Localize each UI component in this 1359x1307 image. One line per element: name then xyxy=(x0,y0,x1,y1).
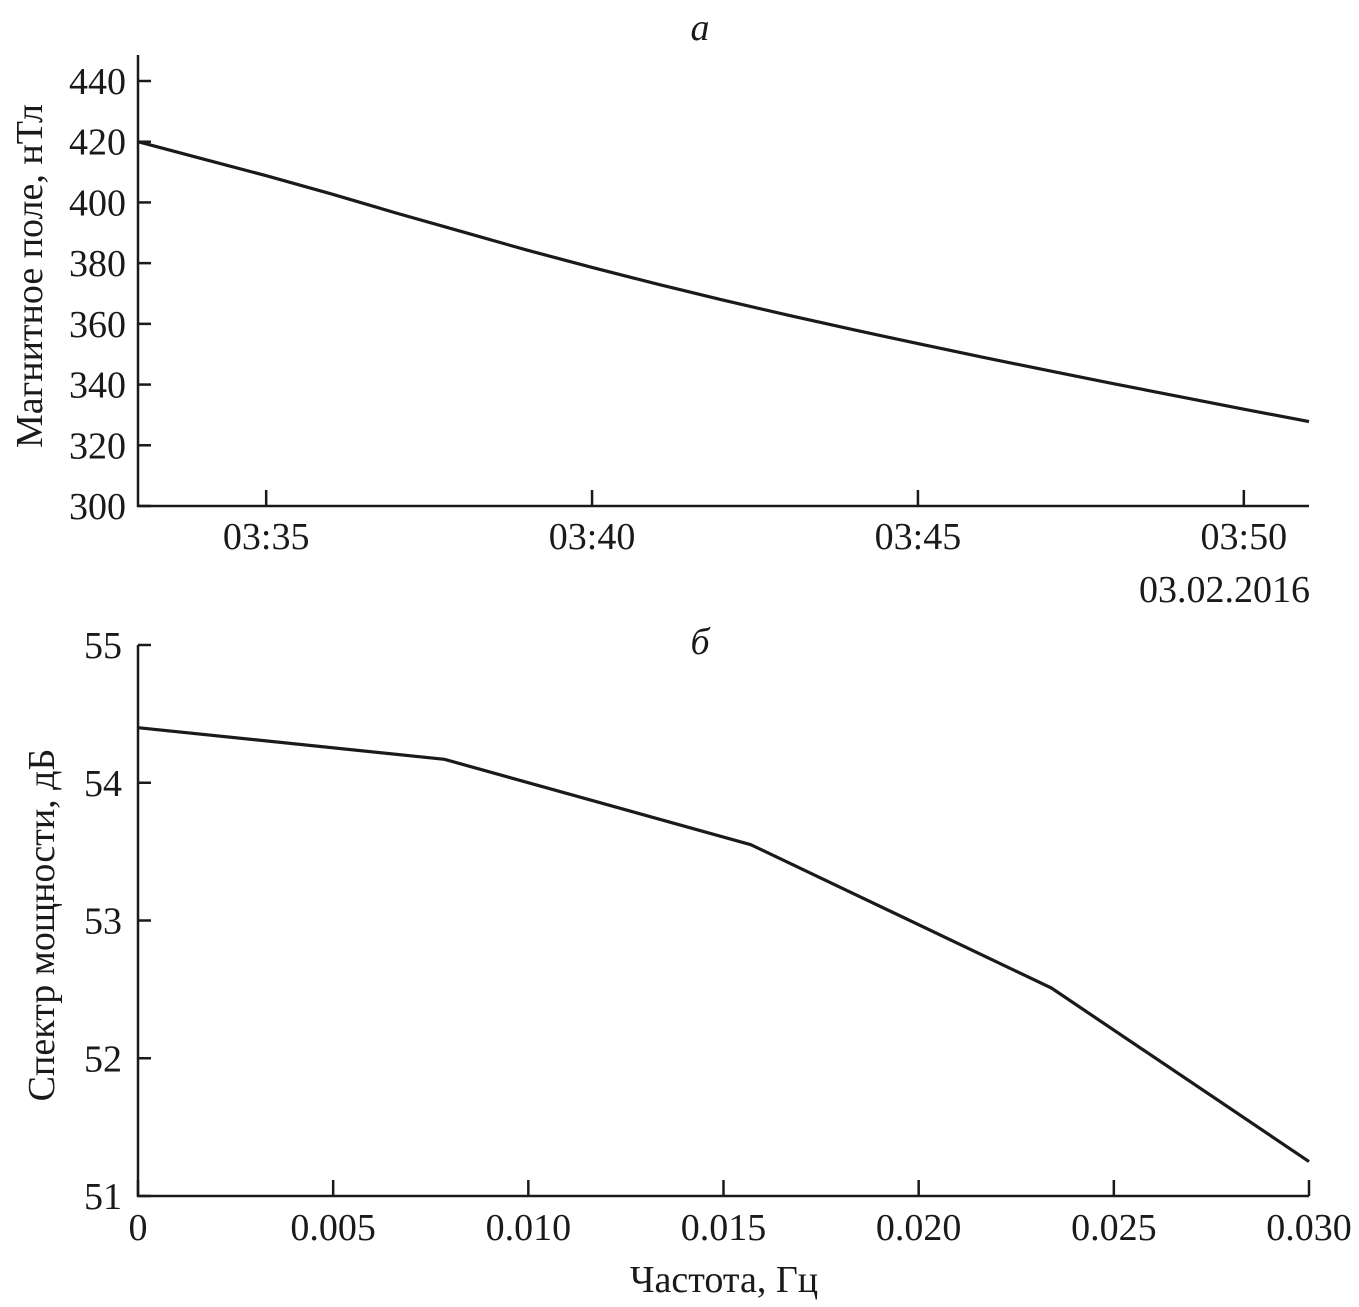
panel-a-y-ticks: 300 320 340 360 380 400 420 440 xyxy=(69,61,151,528)
panel-b-x-tick-label: 0.025 xyxy=(1071,1207,1157,1249)
panel-a-x-tick-label: 03:50 xyxy=(1201,516,1288,558)
panel-a-x-ticks: 03:35 03:40 03:45 03:50 xyxy=(223,490,1287,558)
panel-b-x-tick-label: 0 xyxy=(129,1207,148,1249)
panel-b-label: б xyxy=(690,621,711,663)
panel-b-x-tick-label: 0.010 xyxy=(486,1207,572,1249)
panel-a-y-tick-label: 300 xyxy=(69,486,126,528)
panel-b-y-tick-label: 52 xyxy=(84,1038,122,1080)
panel-a-series-line xyxy=(137,140,1310,424)
panel-a-y-tick-label: 380 xyxy=(69,243,126,285)
panel-b-x-tick-label: 0.030 xyxy=(1266,1207,1352,1249)
panel-b-x-ticks: 0 0.005 0.010 0.015 0.020 0.025 0.030 xyxy=(129,1180,1352,1249)
panel-b-y-tick-label: 54 xyxy=(84,763,122,805)
panel-a-y-tick-label: 420 xyxy=(69,122,126,164)
panel-b-x-axis-title: Частота, Гц xyxy=(630,1259,818,1301)
panel-b-y-axis-title: Спектр мощности, дБ xyxy=(21,749,63,1102)
panel-a-y-tick-label: 320 xyxy=(69,425,126,467)
panel-a-y-axis-title: Магнитное поле, нТл xyxy=(9,104,51,448)
panel-b-y-tick-label: 55 xyxy=(84,625,122,667)
panel-a-y-tick-label: 400 xyxy=(69,182,126,224)
panel-a-date-label: 03.02.2016 xyxy=(1139,569,1310,611)
panel-a-label: а xyxy=(691,7,710,49)
panel-b-y-tick-label: 53 xyxy=(84,901,122,943)
panel-b-x-tick-label: 0.020 xyxy=(876,1207,962,1249)
panel-b-x-tick-label: 0.015 xyxy=(681,1207,767,1249)
panel-b-series-line xyxy=(137,726,1310,1163)
panel-a-axes xyxy=(136,55,1309,508)
panel-b-x-tick-label: 0.005 xyxy=(290,1207,376,1249)
panel-a-x-tick-label: 03:45 xyxy=(875,516,962,558)
panel-a-y-tick-label: 340 xyxy=(69,365,126,407)
panel-a-y-tick-label: 440 xyxy=(69,61,126,103)
panel-a-x-tick-label: 03:40 xyxy=(549,516,636,558)
panel-b-y-tick-label: 51 xyxy=(84,1176,122,1218)
panel-b-axes xyxy=(136,645,1309,1198)
panel-a-y-tick-label: 360 xyxy=(69,304,126,346)
panel-b-y-ticks: 51 52 53 54 55 xyxy=(84,625,151,1218)
panel-a-x-tick-label: 03:35 xyxy=(223,516,310,558)
